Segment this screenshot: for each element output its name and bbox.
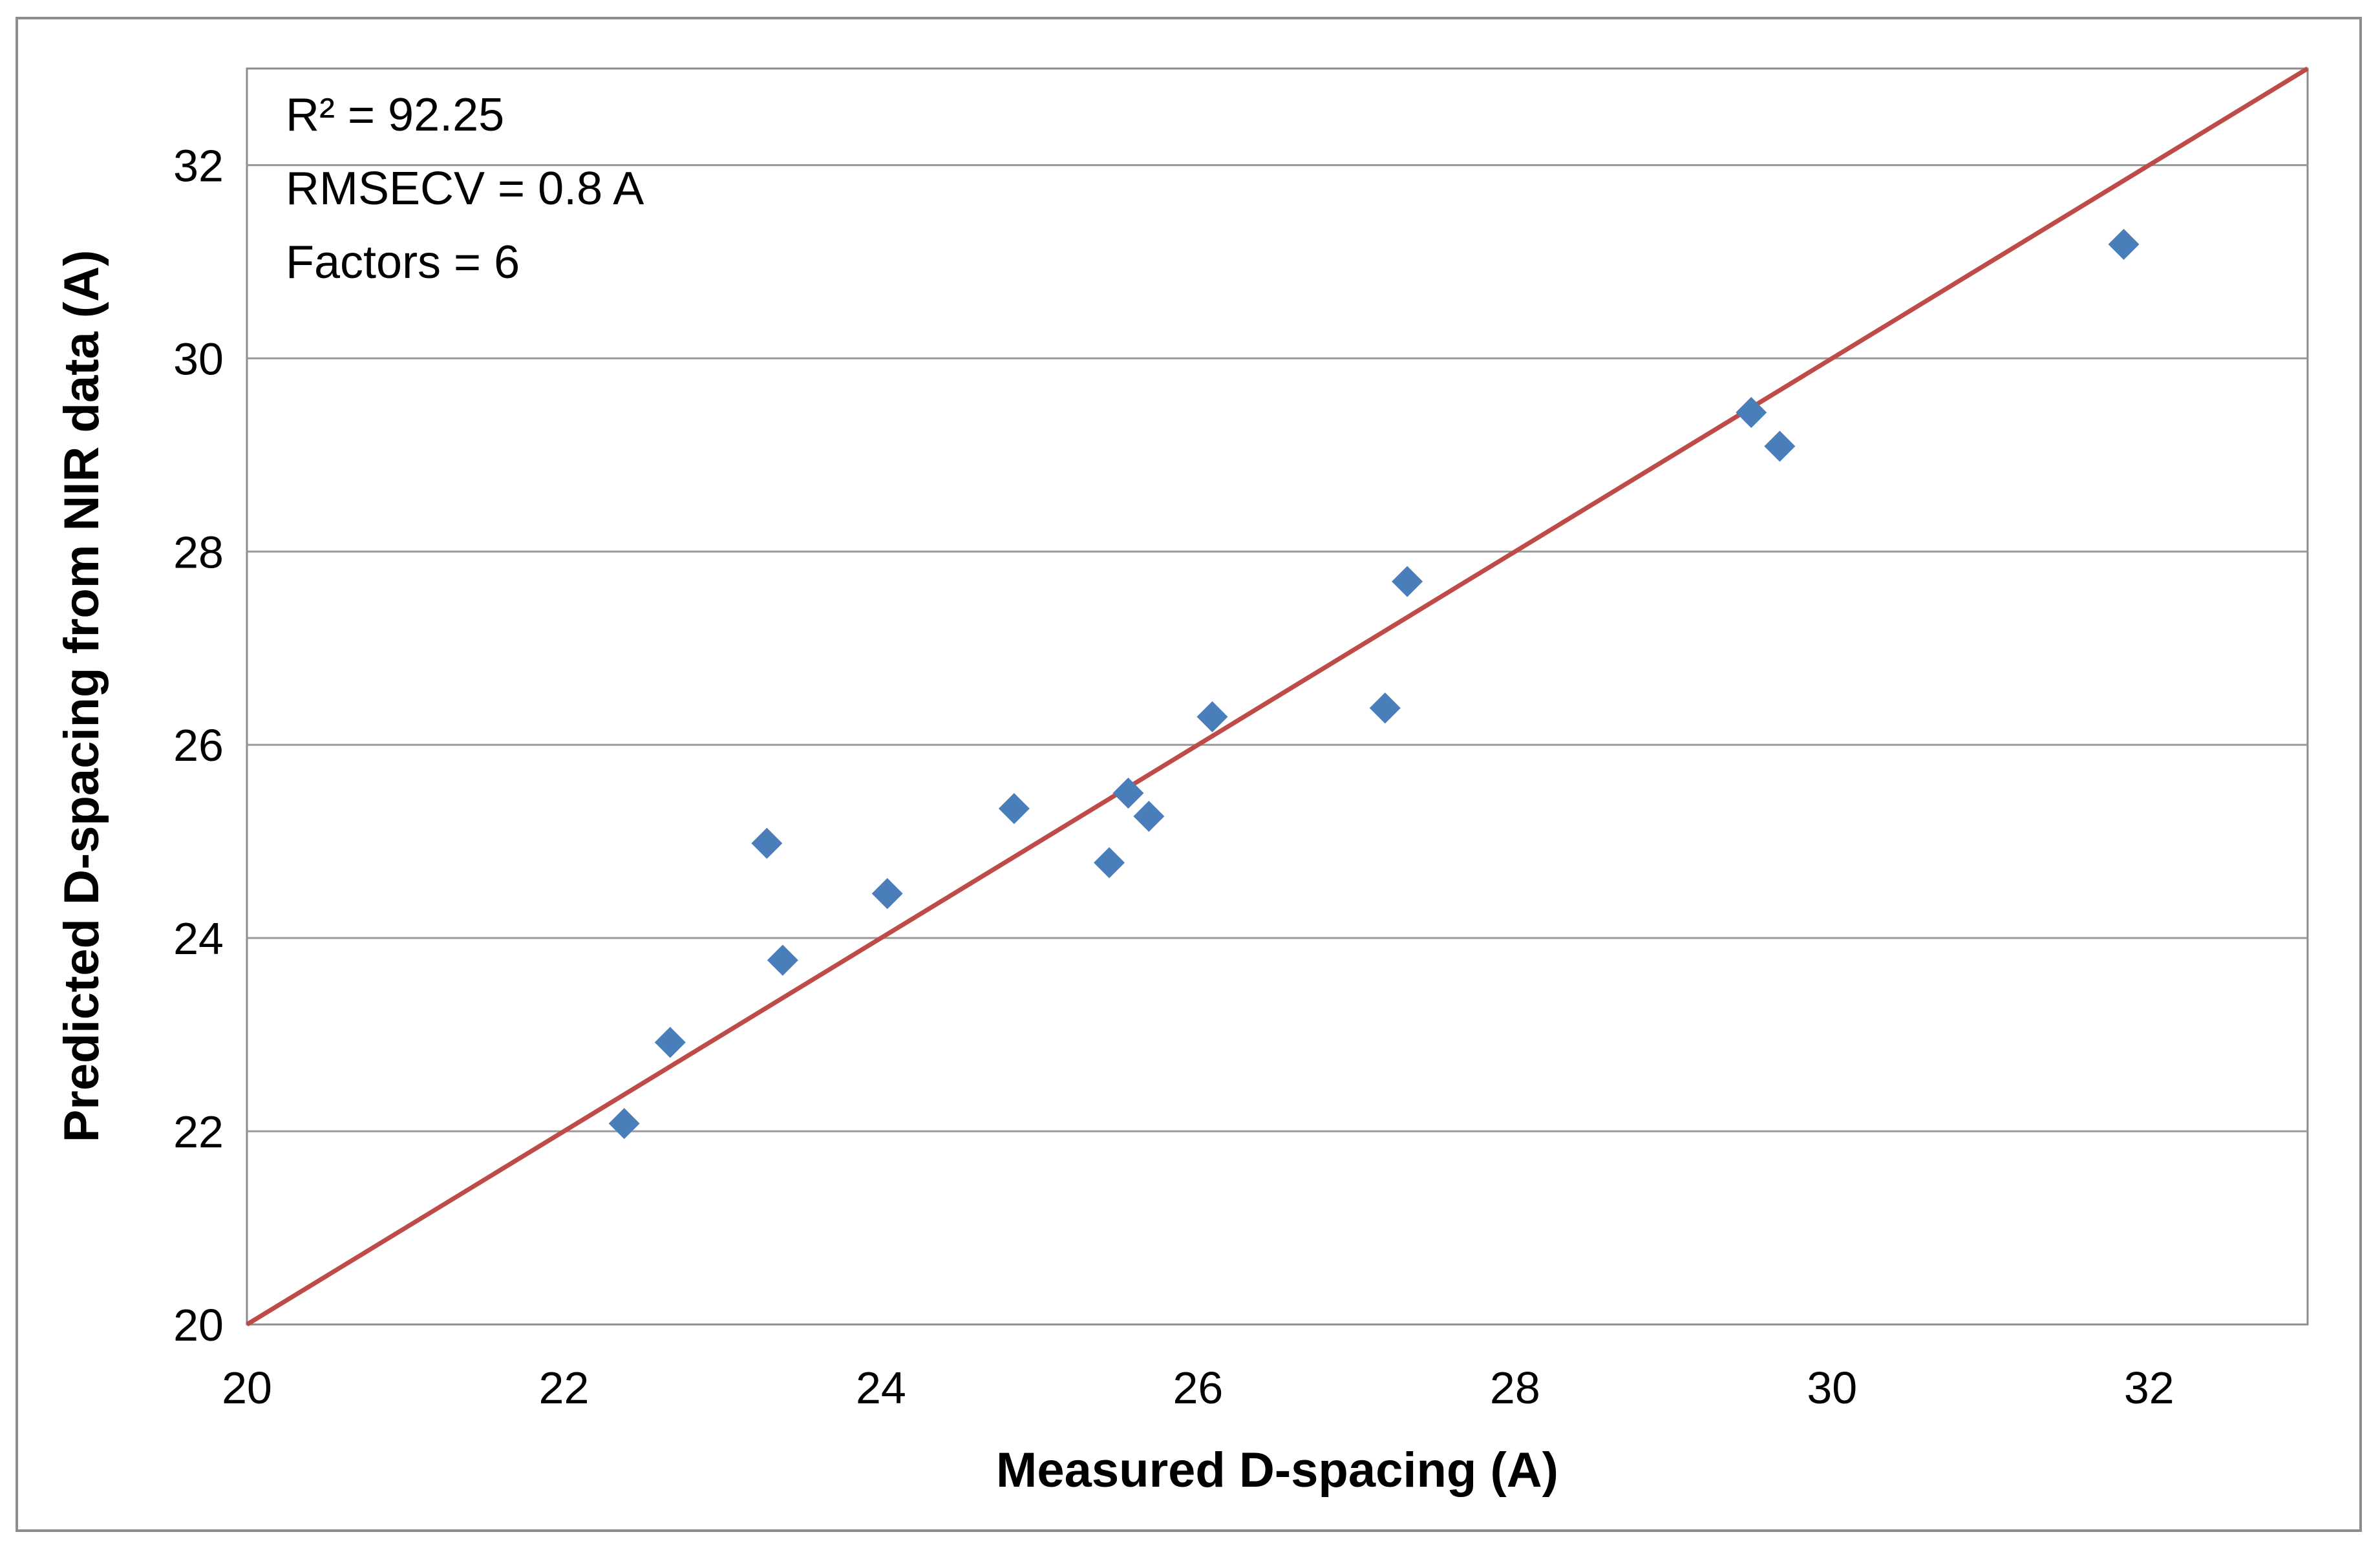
y-tick-label: 30 — [173, 334, 224, 384]
data-point — [1133, 800, 1165, 832]
scatter-chart: 20 22 24 26 28 30 32 20 22 24 26 28 30 32 R² = 92.25… — [54, 67, 2309, 1498]
data-point — [608, 1108, 640, 1140]
y-tick-label: 22 — [173, 1107, 224, 1157]
annotation-factors: Factors = 6 — [286, 237, 520, 288]
x-tick-label: 24 — [856, 1363, 906, 1413]
x-axis-title: Measured D-spacing (A) — [996, 1443, 1558, 1498]
reference-line — [246, 67, 2309, 1326]
data-point — [1196, 701, 1228, 732]
data-point — [998, 792, 1030, 824]
data-point — [1392, 566, 1423, 597]
x-axis-ticks: 20 22 24 26 28 30 32 — [222, 1363, 2174, 1413]
data-point — [1112, 777, 1144, 809]
gridlines — [247, 164, 2308, 1132]
annotation-rmsecv: RMSECV = 0.8 A — [286, 163, 644, 215]
x-tick-label: 20 — [222, 1363, 272, 1413]
reference-line-layer — [246, 67, 2309, 1326]
data-point — [1094, 847, 1125, 878]
y-tick-label: 26 — [173, 720, 224, 771]
annotation-r2: R² = 92.25 — [286, 89, 504, 141]
y-tick-label: 28 — [173, 527, 224, 577]
x-tick-label: 28 — [1490, 1363, 1540, 1413]
y-tick-label: 32 — [173, 140, 224, 191]
data-point — [1369, 692, 1401, 724]
data-point — [871, 878, 903, 909]
y-tick-label: 24 — [173, 913, 224, 964]
y-axis-title: Predicted D-spacing from NIR data (A) — [54, 250, 109, 1143]
data-point — [1764, 431, 1796, 462]
y-tick-label: 20 — [173, 1300, 224, 1350]
data-point — [1736, 397, 1767, 429]
x-tick-label: 30 — [1807, 1363, 1857, 1413]
x-tick-label: 22 — [539, 1363, 590, 1413]
chart-frame: 20 22 24 26 28 30 32 20 22 24 26 28 30 32 R² = 92.25… — [16, 17, 2362, 1532]
x-tick-label: 26 — [1173, 1363, 1223, 1413]
data-point — [751, 827, 783, 859]
y-axis-ticks: 20 22 24 26 28 30 32 — [173, 140, 224, 1350]
x-tick-label: 32 — [2124, 1363, 2174, 1413]
data-point — [767, 944, 798, 976]
data-point — [2108, 229, 2140, 260]
